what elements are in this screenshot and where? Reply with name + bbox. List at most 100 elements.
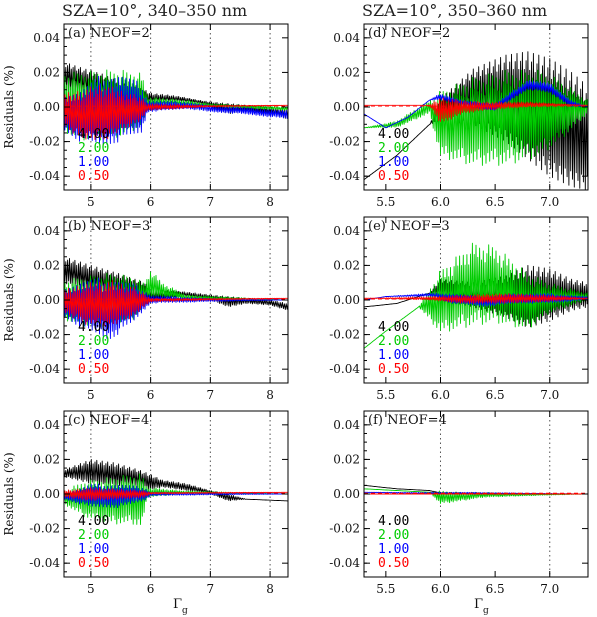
panel-a: 0.04 0.02 0.00 -0.02 -0.04 5 6 7 8 (a) NEOF=2 4.00… [29,23,289,209]
series-group [64,61,288,146]
y-tick-label: 0.00 [33,100,60,114]
x-tick-label: 6.0 [431,195,450,209]
series-line-2.00 [364,242,588,349]
series-line-1.00 [364,292,588,307]
panels: 0.04 0.02 0.00 -0.02 -0.04 5 6 7 8 (a) NEOF=2 4.00… [29,23,589,596]
legend-entry-0.50: 0.50 [378,169,409,184]
y-tick-label: 0.00 [333,100,360,114]
x-tick-label: 5 [87,195,95,209]
series-line-2.00 [364,488,588,504]
panel-label: (d) NEOF=2 [368,26,450,41]
legend-entry-2.00: 2.00 [378,334,409,349]
panel-label: (f) NEOF=4 [368,413,447,428]
legend-entry-1.00: 1.00 [78,542,109,557]
x-tick-label: 5 [87,388,95,402]
panel-label: (b) NEOF=3 [68,219,150,234]
series-line-4.00 [364,264,588,328]
y-tick-label: 0.02 [333,65,360,79]
series-line-1.00 [364,80,588,129]
legend-entry-0.50: 0.50 [78,169,109,184]
x-tick-label: 6 [147,582,155,596]
legend-entry-0.50: 0.50 [78,556,109,571]
x-tick-label: 6.5 [486,388,505,402]
legend-entry-4.00: 4.00 [78,127,109,142]
y-tick-label: -0.02 [29,135,60,149]
panel-b: 0.04 0.02 0.00 -0.02 -0.04 5 6 7 8 (b) NEOF=3 4.00… [29,216,289,402]
legend-entry-2.00: 2.00 [378,528,409,543]
x-tick-label: 7 [207,582,215,596]
x-tick-label: 6 [147,195,155,209]
y-tick-label: -0.04 [329,169,360,183]
xlabel-left-glyph: Γ [173,597,182,612]
x-tick-label: 6.0 [431,388,450,402]
legend-entry-0.50: 0.50 [78,362,109,377]
y-tick-label: -0.04 [29,169,60,183]
y-tick-label: 0.04 [33,224,60,238]
y-tick-label: 0.00 [33,487,60,501]
y-tick-label: 0.00 [333,487,360,501]
legend-entry-1.00: 1.00 [78,155,109,170]
panel-f: 0.04 0.02 0.00 -0.02 -0.04 5.5 6.0 6.5 7.0 (f) NE… [329,410,589,596]
series-group [364,484,588,504]
xlabel-right-sub: g [483,606,489,616]
x-tick-label: 8 [266,195,274,209]
panel-label: (c) NEOF=4 [68,413,149,428]
xlabel-left: Γ g [173,597,188,616]
xlabel-right: Γ g [474,597,489,616]
y-tick-label: 0.00 [333,293,360,307]
x-tick-label: 5.5 [376,195,395,209]
legend-entry-1.00: 1.00 [378,348,409,363]
y-tick-label: 0.02 [33,452,60,466]
x-tick-label: 5.5 [376,582,395,596]
legend-entry-0.50: 0.50 [378,556,409,571]
legend-entry-0.50: 0.50 [378,362,409,377]
series-line-0.50 [64,486,288,501]
series-line-0.50 [364,97,588,122]
x-tick-label: 5.5 [376,388,395,402]
legend-entry-2.00: 2.00 [78,141,109,156]
x-tick-label: 7 [207,388,215,402]
series-line-0.50 [64,85,288,140]
y-tick-label: -0.04 [29,556,60,570]
xlabel-left-sub: g [182,606,188,616]
legend-entry-4.00: 4.00 [378,514,409,529]
y-tick-label: 0.02 [33,258,60,272]
legend-entry-4.00: 4.00 [378,127,409,142]
x-tick-label: 7.0 [540,195,559,209]
y-tick-label: -0.04 [29,362,60,376]
series-line-1.00 [64,483,288,509]
series-line-0.50 [64,280,288,328]
y-tick-label: -0.02 [329,522,360,536]
series-line-0.50 [364,292,588,304]
panel-label: (a) NEOF=2 [68,26,150,41]
x-tick-label: 6.5 [486,582,505,596]
x-tick-label: 8 [266,582,274,596]
series-group [64,459,288,525]
column-title-right: SZA=10°, 350–360 nm [362,1,547,20]
y-tick-label: 0.04 [333,31,360,45]
series-line-1.00 [64,277,288,339]
y-tick-label: 0.00 [33,293,60,307]
x-tick-label: 5 [87,582,95,596]
legend-entry-4.00: 4.00 [378,320,409,335]
y-tick-label: -0.04 [329,362,360,376]
legend-entry-1.00: 1.00 [378,155,409,170]
x-tick-label: 7 [207,195,215,209]
y-tick-label: 0.02 [33,65,60,79]
series-line-2.00 [64,473,288,525]
y-tick-label: -0.02 [329,135,360,149]
y-tick-label: 0.04 [33,418,60,432]
ylabel-row-2: Residuals (%) [2,258,16,341]
y-tick-label: -0.02 [329,328,360,342]
x-tick-label: 7.0 [540,388,559,402]
series-group [364,242,588,349]
ylabel-row-3: Residuals (%) [2,452,16,535]
ylabel-row-1: Residuals (%) [2,65,16,148]
x-tick-label: 8 [266,388,274,402]
legend-entry-4.00: 4.00 [78,514,109,529]
y-tick-label: 0.04 [333,418,360,432]
y-tick-label: -0.02 [29,522,60,536]
legend-entry-2.00: 2.00 [78,334,109,349]
y-tick-label: 0.04 [33,31,60,45]
